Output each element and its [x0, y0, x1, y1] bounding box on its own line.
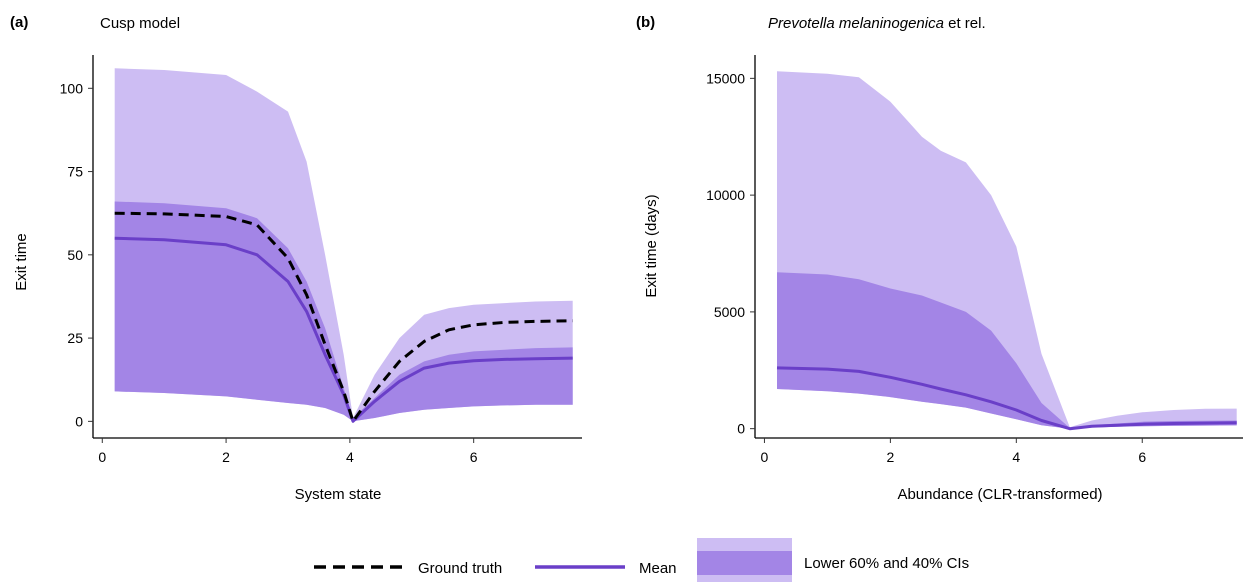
- panel-b-axes: 0 2 4 6 0 5000 10000 15000: [706, 55, 1243, 465]
- panel-b-x-tick: 2: [886, 438, 894, 465]
- panel-a-lines: [114, 211, 573, 423]
- panel-b-lines: [776, 366, 1237, 431]
- panel-b: (b) Prevotella melaninogenica et rel. 0 2…: [636, 14, 1243, 503]
- panel-a-x-tick: 2: [222, 438, 230, 465]
- panel-b-y-tick: 5000: [714, 304, 755, 320]
- panel-b-tag: (b): [636, 14, 655, 31]
- panel-a-x-tick-label: 6: [470, 449, 478, 465]
- panel-b-x-tick-label: 2: [886, 449, 894, 465]
- panel-a-y-tick: 25: [67, 330, 93, 346]
- panel-b-y-tick-label: 0: [737, 421, 745, 437]
- panel-b-title: Prevotella melaninogenica et rel.: [768, 15, 986, 32]
- panel-a-y-tick-label: 100: [60, 80, 84, 96]
- panel-a-axes: 0 2 4 6 0 25 50 75 100: [60, 55, 582, 465]
- panel-a-y-tick: 75: [67, 164, 93, 180]
- panel-b-ci40-band: [777, 272, 1237, 429]
- legend-ci40-swatch: [697, 551, 792, 575]
- panel-a-tag: (a): [10, 14, 28, 31]
- panel-b-title-rest: et rel.: [944, 15, 986, 32]
- panel-b-y-tick: 10000: [706, 187, 755, 203]
- panel-a-ylabel: Exit time: [13, 233, 30, 291]
- panel-b-y-tick-label: 10000: [706, 187, 745, 203]
- panel-a-title: Cusp model: [100, 15, 180, 32]
- legend-truth-label: Ground truth: [418, 560, 502, 577]
- panel-a-mean-line: [114, 236, 573, 423]
- panel-b-ylabel: Exit time (days): [643, 194, 660, 297]
- panel-a-y-tick-label: 50: [67, 247, 83, 263]
- panel-a-xlabel: System state: [295, 486, 382, 503]
- panel-b-xlabel: Abundance (CLR-transformed): [897, 486, 1102, 503]
- panel-b-title-italic: Prevotella melaninogenica: [768, 15, 944, 32]
- panel-b-mean-line: [776, 366, 1237, 431]
- panel-a-y-tick: 50: [67, 247, 93, 263]
- panel-a-x-tick-label: 2: [222, 449, 230, 465]
- panel-a-x-tick: 4: [346, 438, 354, 465]
- panel-a-x-tick-label: 4: [346, 449, 354, 465]
- panel-b-x-tick-label: 6: [1138, 449, 1146, 465]
- panel-a-bands: [114, 68, 573, 422]
- panel-a-x-tick: 0: [98, 438, 106, 465]
- panel-b-x-tick-label: 4: [1012, 449, 1020, 465]
- panel-b-y-tick: 15000: [706, 70, 755, 86]
- panel-b-y-tick: 0: [737, 421, 755, 437]
- legend-mean-label: Mean: [639, 560, 677, 577]
- panel-a-y-tick: 100: [60, 80, 93, 96]
- panel-a-truth-line: [114, 211, 573, 423]
- panel-b-y-tick-label: 15000: [706, 70, 745, 86]
- legend: Ground truth Mean Lower 60% and 40% CIs: [314, 538, 969, 582]
- panel-a-y-tick-label: 75: [67, 164, 83, 180]
- panel-b-x-tick: 4: [1012, 438, 1020, 465]
- panel-a-y-tick: 0: [75, 413, 93, 429]
- panel-a-ci40-band: [114, 201, 573, 422]
- panel-b-y-tick-label: 5000: [714, 304, 745, 320]
- panel-a-y-tick-label: 0: [75, 413, 83, 429]
- panel-a-x-tick: 6: [470, 438, 478, 465]
- panel-b-x-tick: 0: [761, 438, 769, 465]
- panel-b-x-tick-label: 0: [761, 449, 769, 465]
- panel-a-y-tick-label: 25: [67, 330, 83, 346]
- legend-ci-label: Lower 60% and 40% CIs: [804, 555, 969, 572]
- panel-a-x-tick-label: 0: [98, 449, 106, 465]
- panel-a: (a) Cusp model 0 2 4 6 0 25 50 75 100 System sta…: [10, 14, 582, 503]
- panel-b-bands: [777, 71, 1237, 429]
- panel-b-x-tick: 6: [1138, 438, 1146, 465]
